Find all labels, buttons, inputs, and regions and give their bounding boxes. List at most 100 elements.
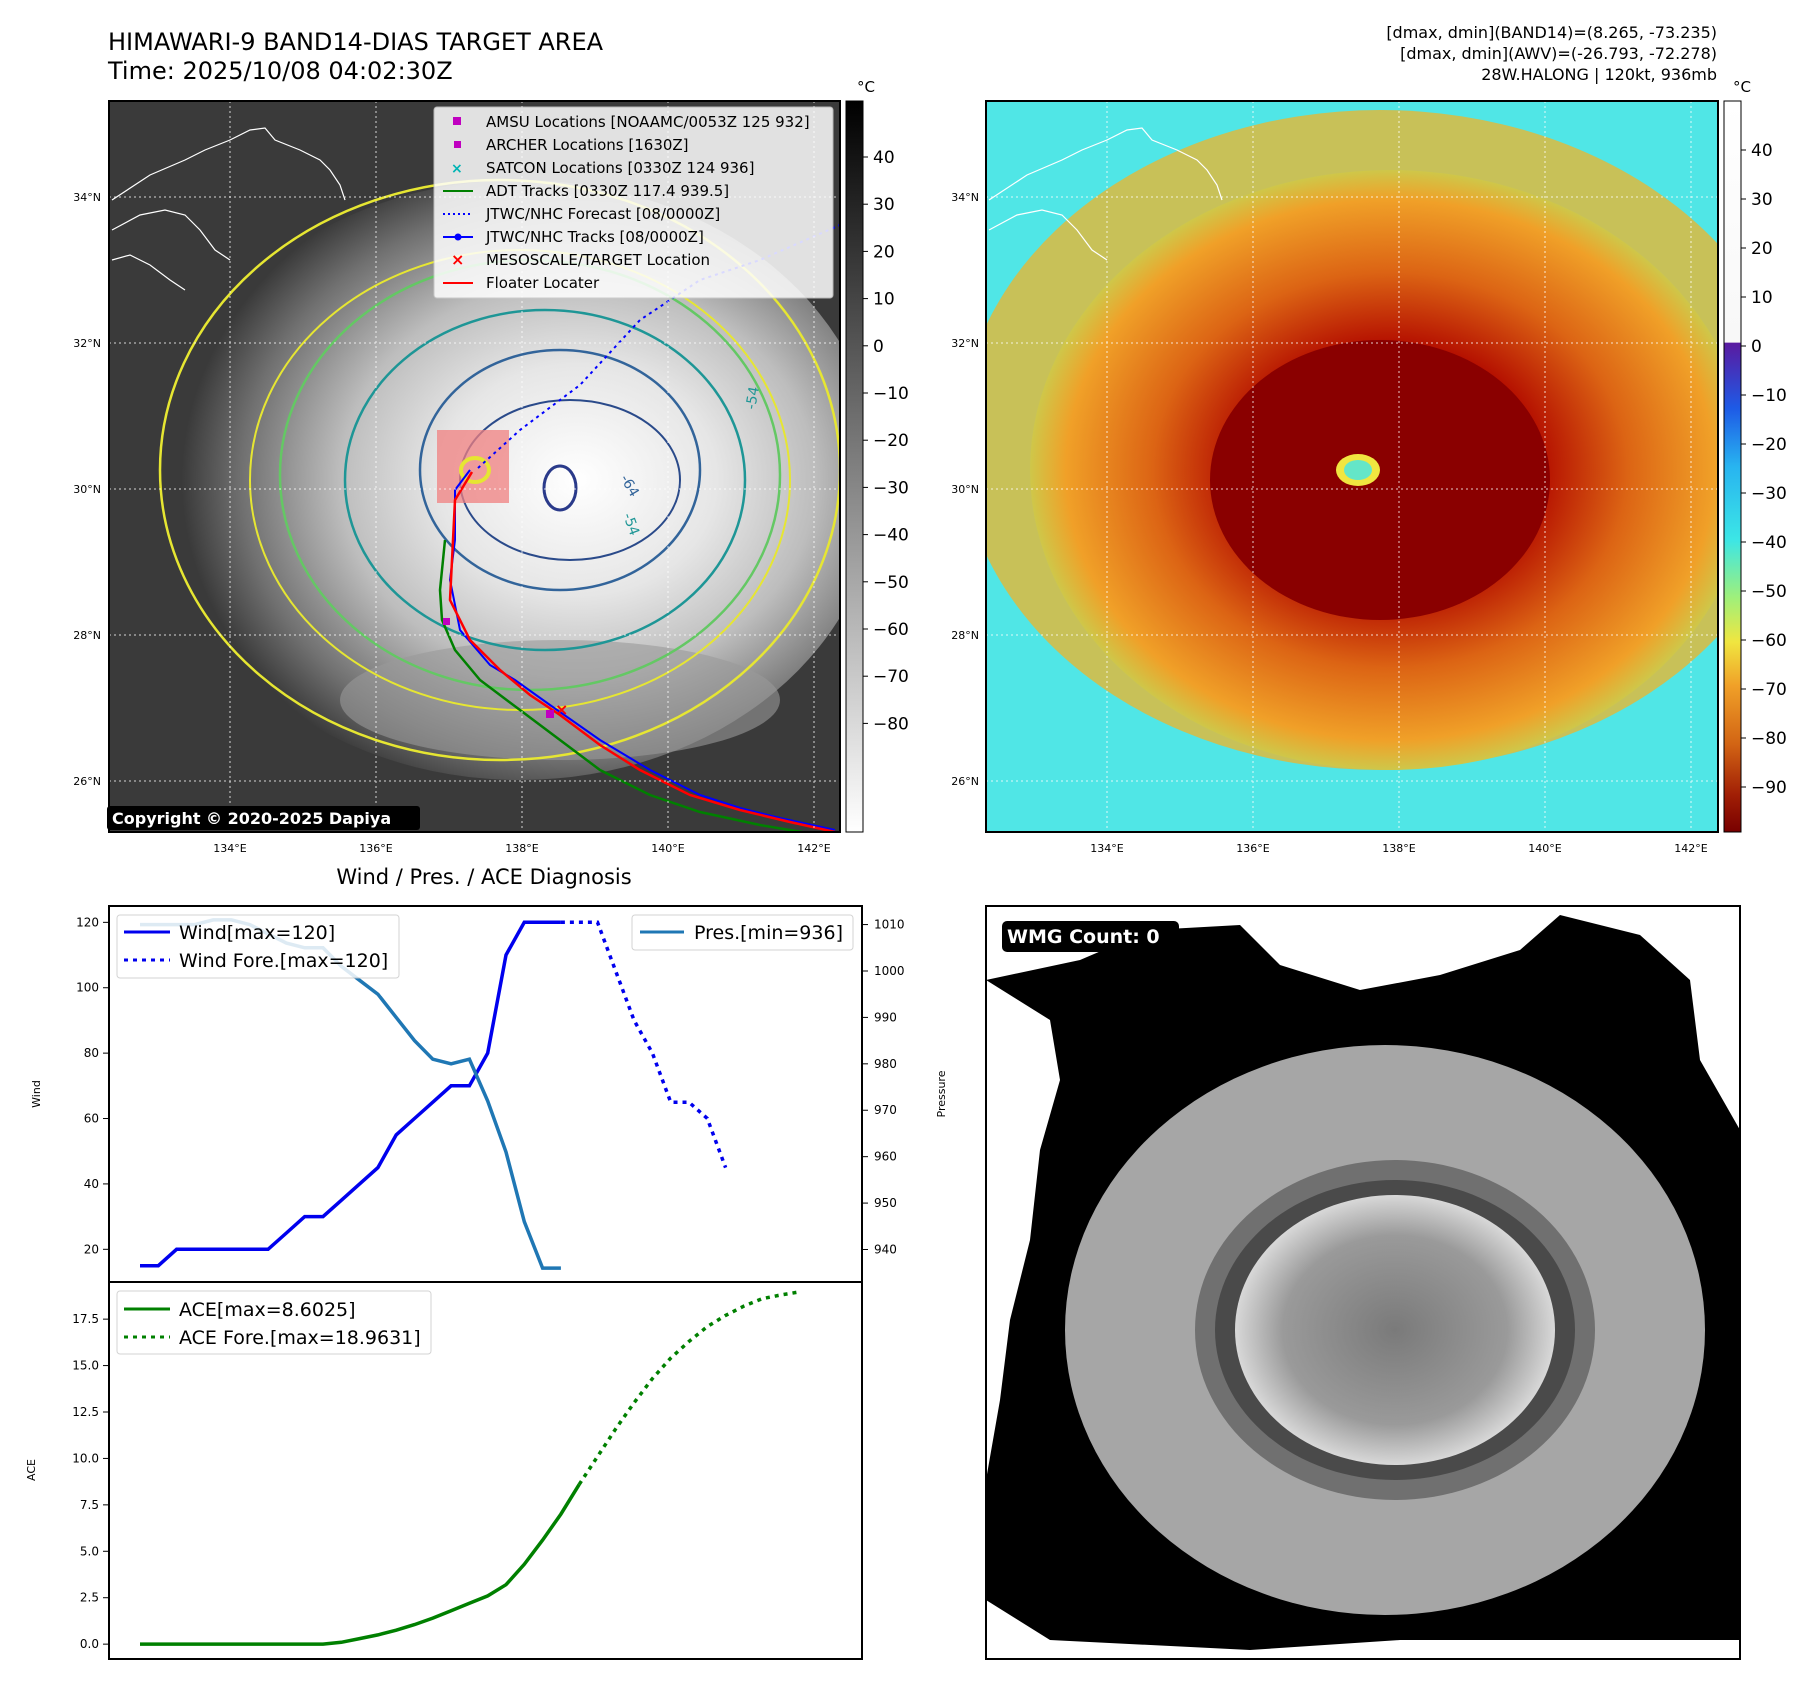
wind-ylabel: Wind <box>30 1080 43 1108</box>
legend-marker-target: × <box>451 250 464 269</box>
awv-lon-labels: 134°E 136°E 138°E 140°E 142°E <box>1090 842 1707 855</box>
copyright-text: Copyright © 2020-2025 Dapiya <box>112 809 391 828</box>
awv-lat-34: 34°N <box>951 191 979 204</box>
ir-frame <box>108 100 841 833</box>
gray-colorbar-tick-label: −30 <box>873 478 909 498</box>
ace-legend-label: ACE[max=8.6025] <box>179 1299 356 1321</box>
color-colorbar-tick-label: 30 <box>1751 190 1773 210</box>
pressure-tick-label: 960 <box>874 1150 897 1164</box>
wind-line <box>140 920 561 1268</box>
ir-legend-box <box>433 106 834 299</box>
gray-colorbar-tick-label: −50 <box>873 573 909 593</box>
ace-tick-label: 2.5 <box>80 1591 99 1605</box>
color-colorbar-tick-label: −10 <box>1751 386 1787 406</box>
awv-lon-134: 134°E <box>1090 842 1123 855</box>
contour-deep-core <box>542 464 578 512</box>
gray-colorbar-bar <box>845 100 864 833</box>
legend-label-amsu: AMSU Locations [NOAAMC/0053Z 125 932] <box>486 113 810 131</box>
ir-lon-140: 140°E <box>651 842 684 855</box>
pressure-ylabel: Pressure <box>935 1070 948 1117</box>
awv-coastline <box>988 127 1223 261</box>
ace-tick-label: 12.5 <box>72 1405 99 1419</box>
ace-tick-label: 7.5 <box>80 1498 99 1512</box>
awv-core <box>1210 340 1550 620</box>
ace-ylabel: ACE <box>25 1459 38 1481</box>
gray-colorbar-unit: °C <box>857 78 875 96</box>
color-colorbar-tick-label: −60 <box>1751 631 1787 651</box>
stats-awv: [dmax, dmin](AWV)=(-26.793, -72.278) <box>1400 44 1717 63</box>
color-colorbar-tick-label: −20 <box>1751 435 1787 455</box>
wmg-frame <box>985 905 1741 1660</box>
wind-tick-label: 40 <box>84 1177 99 1191</box>
legend-marker-satcon: × <box>451 161 463 177</box>
pressure-ticks: 1010 1000 990 980 970 960 950 940 <box>862 918 905 1257</box>
wind-legend-label: Wind[max=120] <box>179 922 335 944</box>
wind-forecast-line <box>560 920 728 1169</box>
legend-label-target: MESOSCALE/TARGET Location <box>486 251 710 269</box>
legend-label-satcon: SATCON Locations [0330Z 124 936] <box>486 159 754 177</box>
wind-legend-box <box>116 914 400 979</box>
color-colorbar: °C 40 30 20 10 0 −10 −20 −30 −40 −50 −60 −70 −80 −90 <box>1723 78 1787 833</box>
awv-lat-26: 26°N <box>951 775 979 788</box>
legend-marker-jtwc-dot <box>454 233 462 241</box>
wind-ticks: 120 100 80 60 40 20 <box>76 915 109 1256</box>
gray-colorbar-tick-label: −10 <box>873 384 909 404</box>
contour-label-2: -54 <box>619 511 642 538</box>
awv-lon-140: 140°E <box>1528 842 1561 855</box>
ir-lon-142: 142°E <box>797 842 830 855</box>
ace-line <box>140 1483 581 1646</box>
wind-forecast-legend-label: Wind Fore.[max=120] <box>179 950 388 972</box>
awv-eye <box>1344 460 1372 480</box>
target-marker: × <box>555 700 568 719</box>
legend-label-archer: ARCHER Locations [1630Z] <box>486 136 689 154</box>
wind-tick-label: 80 <box>84 1046 99 1060</box>
ir-lon-136: 136°E <box>359 842 392 855</box>
pressure-tick-label: 950 <box>874 1196 897 1210</box>
copyright-badge <box>107 806 420 830</box>
ir-lat-labels: 34°N 32°N 30°N 28°N 26°N <box>73 191 101 788</box>
ace-panel: ACE 17.5 15.0 12.5 10.0 7.5 5.0 2.5 0.0 ACE[max… <box>25 1281 863 1660</box>
legend-label-forecast: JTWC/NHC Forecast [08/0000Z] <box>485 205 720 223</box>
legend-marker-amsu <box>453 117 461 125</box>
awv-grid <box>986 101 1718 832</box>
ace-tick-label: 5.0 <box>80 1544 99 1558</box>
wmg-label-bg <box>1002 921 1179 952</box>
color-colorbar-tick-label: −70 <box>1751 680 1787 700</box>
awv-lon-142: 142°E <box>1674 842 1707 855</box>
legend-label-floater: Floater Locater <box>486 274 600 292</box>
gray-colorbar-tick-label: −60 <box>873 620 909 640</box>
adt-track <box>438 539 810 832</box>
contour-blue-mid <box>418 348 702 592</box>
ir-panel: -64 -54 -54 × <box>107 100 841 833</box>
ir-lat-26: 26°N <box>73 775 101 788</box>
amsu-marker <box>546 710 554 718</box>
awv-lat-28: 28°N <box>951 629 979 642</box>
color-colorbar-tick-label: −80 <box>1751 729 1787 749</box>
pressure-tick-label: 1010 <box>874 918 905 932</box>
ir-lat-30: 30°N <box>73 483 101 496</box>
pressure-legend-box <box>631 914 854 951</box>
satellite-time: Time: 2025/10/08 04:02:30Z <box>107 57 453 85</box>
contour-label-3: -54 <box>743 385 763 410</box>
ace-tick-label: 0.0 <box>80 1637 99 1651</box>
ace-forecast-line <box>577 1290 800 1486</box>
awv-lon-136: 136°E <box>1236 842 1269 855</box>
gray-colorbar-tick-label: −70 <box>873 667 909 687</box>
coastline <box>111 127 346 291</box>
pressure-tick-label: 940 <box>874 1243 897 1257</box>
awv-lat-32: 32°N <box>951 337 979 350</box>
color-colorbar-tick-label: 10 <box>1751 288 1773 308</box>
wind-tick-label: 120 <box>76 915 99 929</box>
archer-marker <box>443 618 450 625</box>
color-colorbar-tick-label: −90 <box>1751 778 1787 798</box>
gray-colorbar-tick-label: −40 <box>873 526 909 546</box>
wind-tick-label: 60 <box>84 1112 99 1126</box>
ir-lon-labels: 134°E 136°E 138°E 140°E 142°E <box>213 842 830 855</box>
jtwc-track <box>448 469 836 831</box>
ace-tick-label: 17.5 <box>72 1312 99 1326</box>
color-colorbar-tick-label: 40 <box>1751 141 1773 161</box>
ir-lat-34: 34°N <box>73 191 101 204</box>
stats-band14: [dmax, dmin](BAND14)=(8.265, -73.235) <box>1386 23 1717 42</box>
legend-marker-archer <box>454 141 461 148</box>
